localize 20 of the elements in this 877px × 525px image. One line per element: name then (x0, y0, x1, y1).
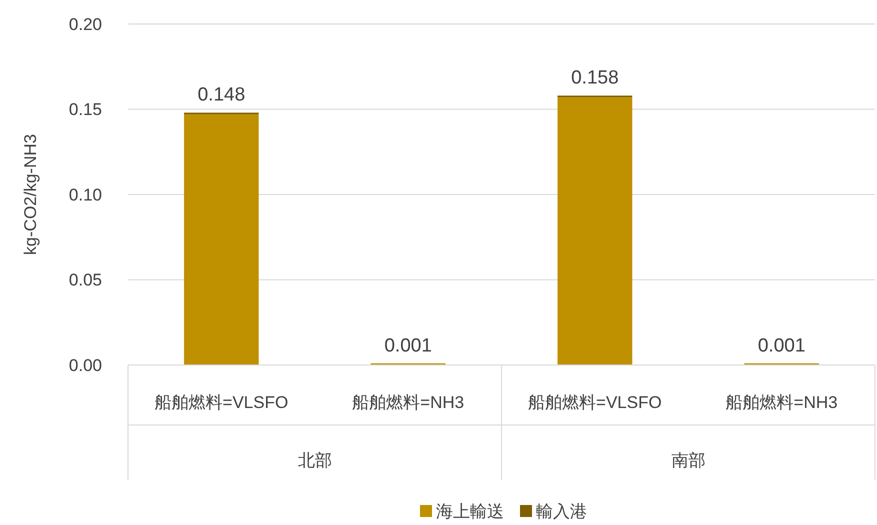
total-label: 0.001 (384, 335, 432, 356)
y-tick-label: 0.00 (68, 356, 102, 375)
text: 北部 (298, 451, 332, 470)
bar (558, 97, 632, 365)
text: 南部 (671, 451, 706, 470)
x-tick-label: 船舶燃料=NH3 (726, 393, 838, 412)
bar (184, 114, 259, 365)
y-tick-label: 0.15 (68, 100, 102, 120)
legend-label: 輸入港 (536, 502, 587, 521)
y-axis-title: kg-CO2/kg-NH3 (21, 134, 40, 255)
x-tick-label: 船舶燃料=NH3 (352, 393, 464, 412)
legend-label: 海上輸送 (436, 502, 504, 521)
y-tick-label: 0.20 (68, 14, 102, 34)
total-label: 0.158 (571, 68, 619, 89)
x-tick-label: 船舶燃料=VLSFO (154, 393, 288, 412)
total-label: 0.148 (198, 84, 246, 106)
y-tick-label: 0.10 (68, 185, 102, 204)
total-label: 0.001 (758, 335, 806, 356)
x-tick-label: 船舶燃料=VLSFO (528, 393, 662, 412)
y-tick-label: 0.05 (68, 270, 102, 290)
